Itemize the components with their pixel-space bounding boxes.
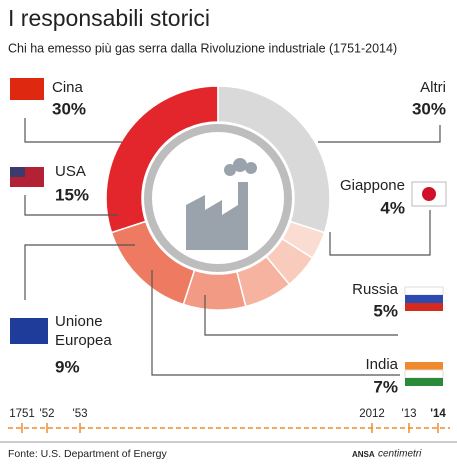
- value-label: 7%: [373, 377, 398, 396]
- credit: centimetri: [378, 449, 422, 460]
- leader: [318, 125, 441, 143]
- category-label: USA: [55, 163, 86, 180]
- timeline-label: 1751: [9, 408, 35, 420]
- leader: [151, 270, 400, 376]
- value-label: 5%: [373, 301, 398, 320]
- category-label: Unione Europea: [55, 313, 112, 349]
- timeline-label: '52: [40, 408, 55, 420]
- category-label: Cina: [52, 79, 84, 96]
- factory-icon: [186, 158, 257, 250]
- timeline-label: 2012: [359, 408, 385, 420]
- leader: [24, 244, 135, 300]
- inner-ring: [144, 124, 292, 272]
- credit: ANSA: [352, 450, 375, 459]
- timeline-label: '53: [73, 408, 88, 420]
- flag: [10, 78, 44, 100]
- flag: [10, 318, 48, 344]
- leader: [24, 195, 118, 216]
- leader: [329, 210, 431, 256]
- value-label: 15%: [55, 185, 89, 204]
- source: Fonte: U.S. Department of Energy: [8, 448, 167, 460]
- flag: [405, 295, 443, 303]
- value-label: 30%: [52, 99, 86, 118]
- chart-title: I responsabili storici: [8, 5, 210, 31]
- donut: [105, 85, 331, 311]
- flag: [405, 362, 443, 370]
- flag: [405, 378, 443, 386]
- flag: [404, 286, 444, 296]
- chart-subtitle: Chi ha emesso più gas serra dalla Rivolu…: [8, 41, 397, 55]
- leader: [204, 295, 398, 336]
- value-label: 9%: [55, 357, 80, 376]
- value-label: 30%: [412, 99, 446, 118]
- value-label: 4%: [380, 198, 405, 217]
- donut-segment: [217, 85, 331, 234]
- flag: [422, 187, 436, 201]
- category-label: Giappone: [340, 177, 405, 194]
- category-label: Russia: [352, 281, 399, 298]
- flag: [404, 369, 444, 379]
- donut-segment: [182, 269, 247, 311]
- category-label: India: [365, 356, 398, 373]
- flag: [10, 167, 25, 177]
- flag: [405, 303, 443, 311]
- timeline-label: '13: [402, 408, 417, 420]
- leader: [24, 118, 122, 143]
- timeline-label: '14: [430, 408, 446, 420]
- category-label: Altri: [420, 79, 446, 96]
